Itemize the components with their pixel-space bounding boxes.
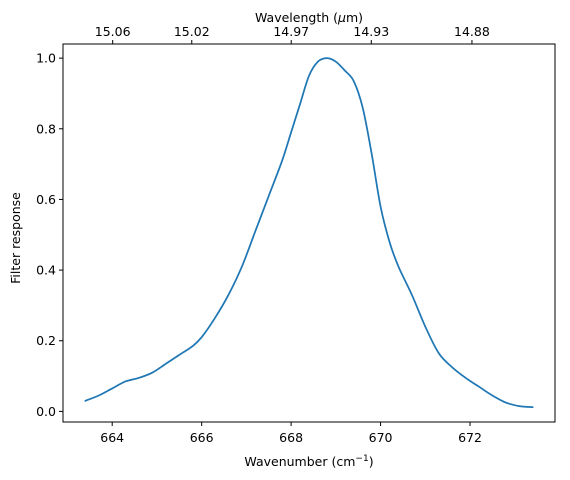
x-tick-label: 668 [279, 430, 303, 445]
y-tick-label: 0.4 [36, 263, 56, 278]
y-axis-label: Filter response [8, 192, 23, 284]
x-tick-label: 666 [190, 430, 214, 445]
x-tick-label: 664 [100, 430, 124, 445]
top-x-axis-label: Wavelength (μm) [255, 10, 363, 25]
x-tick-label: 672 [458, 430, 482, 445]
bottom-x-axis: 664 666 668 670 672 [100, 422, 482, 445]
series-line [84, 57, 534, 409]
top-x-tick-label: 14.88 [454, 24, 490, 39]
top-x-tick-label: 15.06 [95, 24, 131, 39]
top-x-axis: 15.06 15.02 14.97 14.93 14.88 [95, 24, 490, 44]
top-x-tick-label: 14.93 [353, 24, 389, 39]
top-x-tick-label: 15.02 [174, 24, 210, 39]
plot-frame [62, 43, 556, 423]
y-tick-label: 0.6 [36, 192, 56, 207]
y-tick-label: 0.2 [36, 333, 56, 348]
y-axis: 0.0 0.2 0.4 0.6 0.8 1.0 [36, 51, 63, 419]
x-tick-label: 670 [369, 430, 393, 445]
x-axis-label: Wavenumber (cm−1) [244, 454, 373, 469]
top-x-tick-label: 14.97 [273, 24, 309, 39]
y-tick-label: 1.0 [36, 51, 56, 66]
y-tick-label: 0.8 [36, 121, 56, 136]
y-tick-label: 0.0 [36, 404, 56, 419]
